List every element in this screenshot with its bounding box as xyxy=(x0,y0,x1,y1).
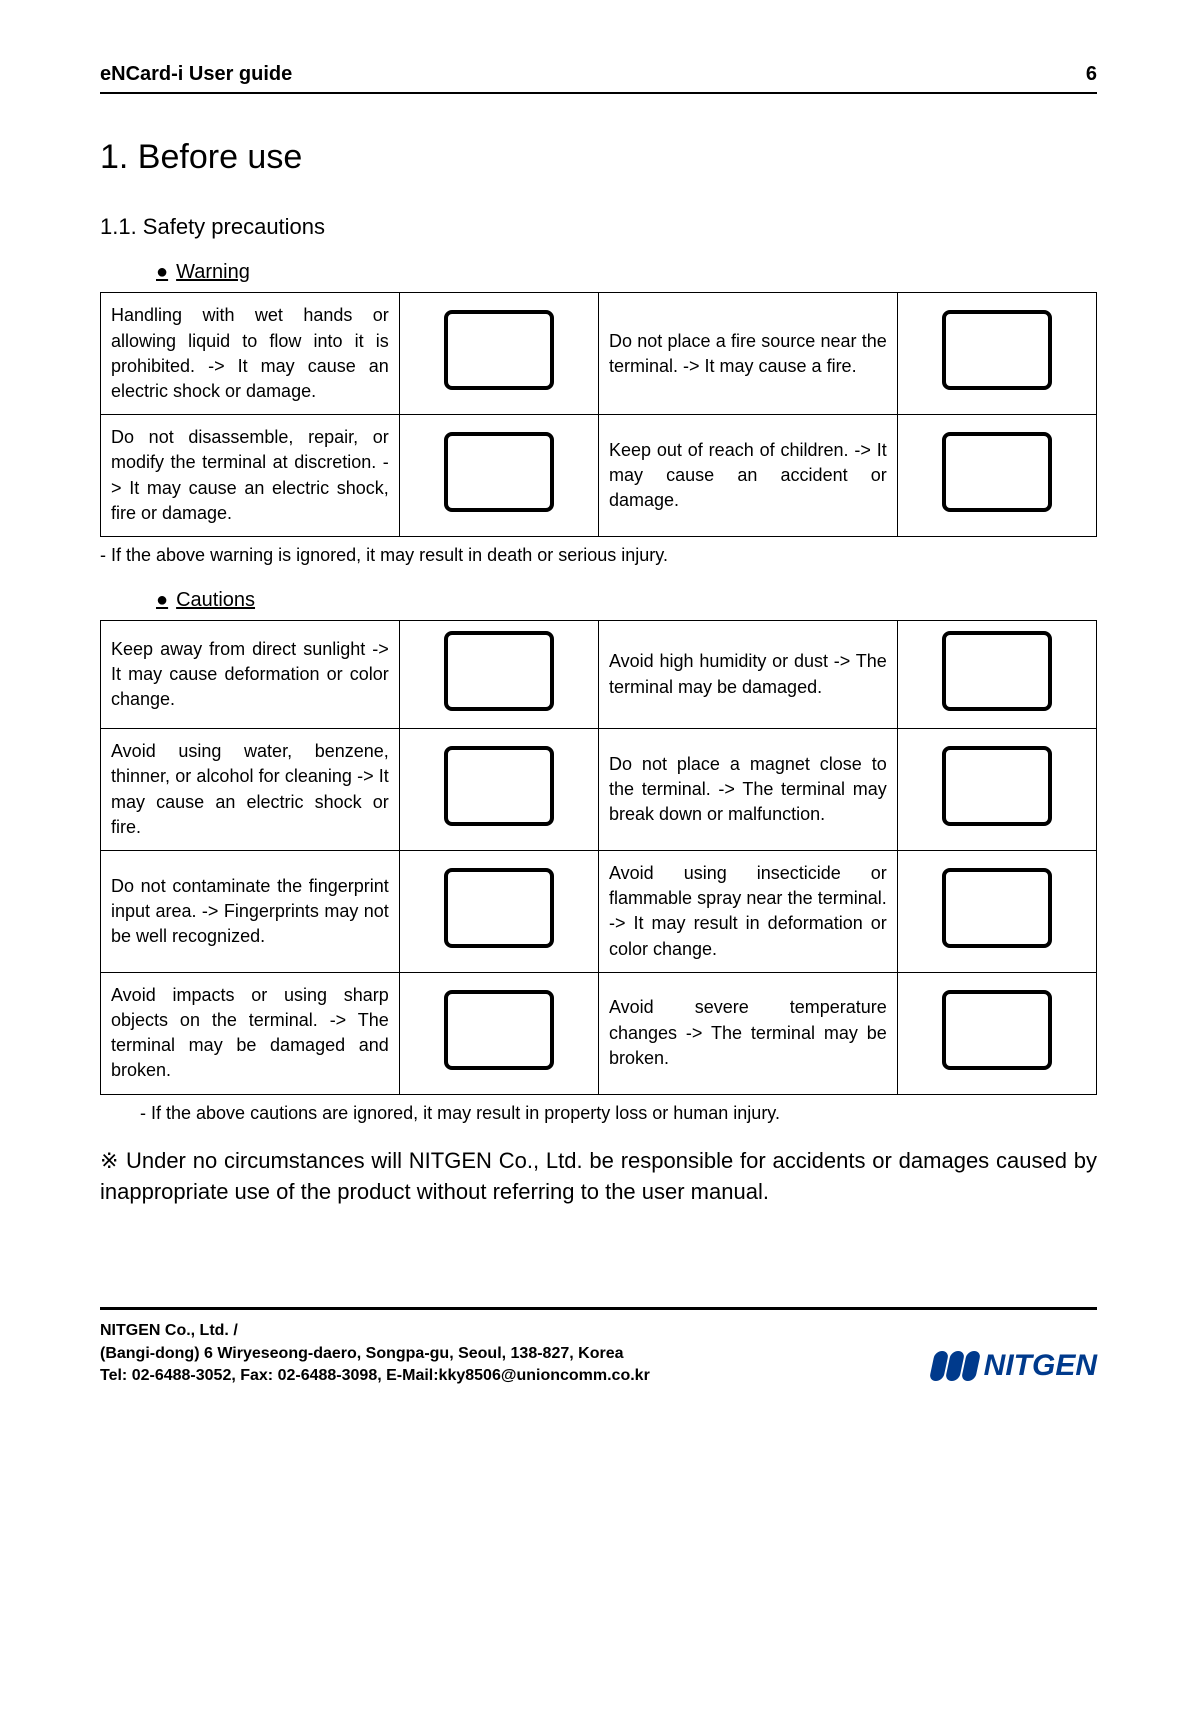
footer-phone-email: Tel: 02-6488-3052, Fax: 02-6488-3098, E-… xyxy=(100,1367,650,1384)
disclaimer-text: ※ Under no circumstances will NITGEN Co.… xyxy=(100,1146,1097,1208)
page-number: 6 xyxy=(1086,60,1097,88)
page-header: eNCard-i User guide 6 xyxy=(100,60,1097,94)
warning-text: Keep out of reach of children. -> It may… xyxy=(598,415,897,537)
device-chemicals-icon xyxy=(444,746,554,826)
device-humidity-icon xyxy=(942,631,1052,711)
caution-illustration xyxy=(897,621,1096,729)
table-row: Do not disassemble, repair, or modify th… xyxy=(101,415,1097,537)
logo-text: NITGEN xyxy=(984,1345,1097,1387)
caution-text: Avoid high humidity or dust -> The termi… xyxy=(598,621,897,729)
bullet-icon: ● xyxy=(156,261,168,283)
caution-text: Avoid using insecticide or flammable spr… xyxy=(598,851,897,973)
warning-illustration xyxy=(399,415,598,537)
warning-table: Handling with wet hands or allowing liqu… xyxy=(100,292,1097,537)
footer-address: (Bangi-dong) 6 Wiryeseong-daero, Songpa-… xyxy=(100,1345,624,1362)
caution-illustration xyxy=(897,851,1096,973)
caution-illustration xyxy=(897,972,1096,1094)
device-disassemble-icon xyxy=(444,432,554,512)
warning-text: Do not place a fire source near the term… xyxy=(598,293,897,415)
cautions-footer-note: - If the above cautions are ignored, it … xyxy=(140,1101,1097,1126)
table-row: Do not contaminate the fingerprint input… xyxy=(101,851,1097,973)
warning-heading: ●Warning xyxy=(156,258,1097,286)
caution-illustration xyxy=(399,621,598,729)
cautions-heading: ●Cautions xyxy=(156,586,1097,614)
device-fire-icon xyxy=(942,310,1052,390)
caution-text: Do not contaminate the fingerprint input… xyxy=(101,851,400,973)
device-impact-icon xyxy=(444,990,554,1070)
footer-company: NITGEN Co., Ltd. / xyxy=(100,1322,238,1339)
brand-logo: NITGEN xyxy=(932,1345,1097,1387)
device-sunlight-icon xyxy=(444,631,554,711)
table-row: Avoid using water, benzene, thinner, or … xyxy=(101,729,1097,851)
caution-illustration xyxy=(897,729,1096,851)
warning-text: Do not disassemble, repair, or modify th… xyxy=(101,415,400,537)
page-footer: NITGEN Co., Ltd. / (Bangi-dong) 6 Wiryes… xyxy=(100,1310,1097,1387)
table-row: Keep away from direct sunlight -> It may… xyxy=(101,621,1097,729)
caution-text: Avoid impacts or using sharp objects on … xyxy=(101,972,400,1094)
warning-footer-note: - If the above warning is ignored, it ma… xyxy=(100,543,1097,568)
logo-swoosh-icon xyxy=(932,1351,978,1381)
device-temperature-icon xyxy=(942,990,1052,1070)
device-magnet-icon xyxy=(942,746,1052,826)
device-spray-icon xyxy=(942,868,1052,948)
device-wet-icon xyxy=(444,310,554,390)
table-row: Handling with wet hands or allowing liqu… xyxy=(101,293,1097,415)
caution-text: Avoid severe temperature changes -> The … xyxy=(598,972,897,1094)
warning-illustration xyxy=(897,415,1096,537)
device-fingerprint-icon xyxy=(444,868,554,948)
warning-illustration xyxy=(399,293,598,415)
section-subtitle: 1.1. Safety precautions xyxy=(100,212,1097,243)
caution-illustration xyxy=(399,972,598,1094)
caution-illustration xyxy=(399,729,598,851)
cautions-table: Keep away from direct sunlight -> It may… xyxy=(100,620,1097,1094)
caution-text: Avoid using water, benzene, thinner, or … xyxy=(101,729,400,851)
warning-illustration xyxy=(897,293,1096,415)
footer-contact: NITGEN Co., Ltd. / (Bangi-dong) 6 Wiryes… xyxy=(100,1320,650,1387)
caution-text: Do not place a magnet close to the termi… xyxy=(598,729,897,851)
header-title: eNCard-i User guide xyxy=(100,60,292,88)
section-title: 1. Before use xyxy=(100,134,1097,182)
caution-text: Keep away from direct sunlight -> It may… xyxy=(101,621,400,729)
warning-text: Handling with wet hands or allowing liqu… xyxy=(101,293,400,415)
table-row: Avoid impacts or using sharp objects on … xyxy=(101,972,1097,1094)
device-child-icon xyxy=(942,432,1052,512)
bullet-icon: ● xyxy=(156,589,168,611)
caution-illustration xyxy=(399,851,598,973)
